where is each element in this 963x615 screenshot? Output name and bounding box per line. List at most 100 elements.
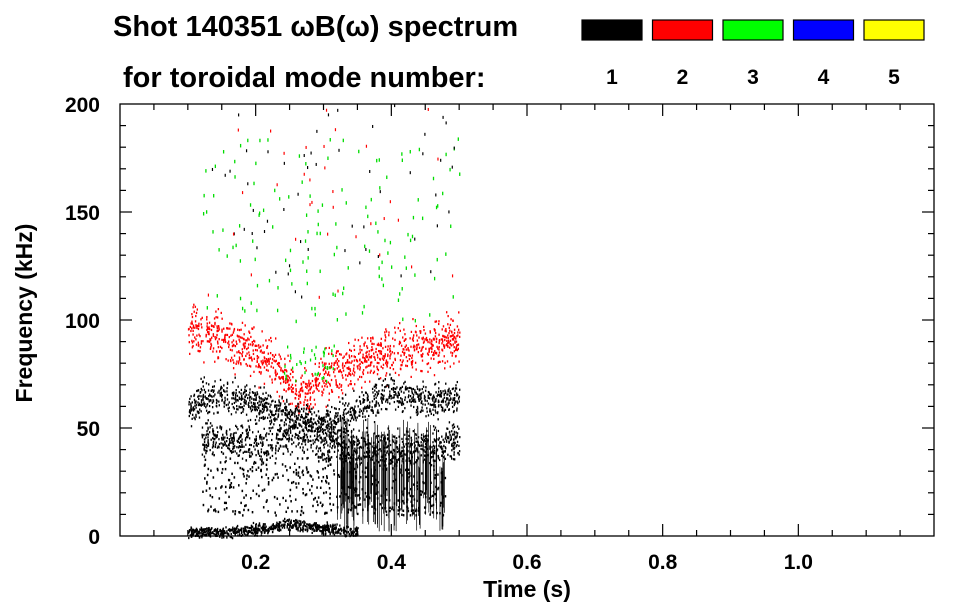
data-point	[229, 535, 232, 538]
data-point	[226, 531, 228, 534]
data-point	[272, 426, 274, 429]
data-point	[314, 453, 317, 456]
data-point	[270, 528, 272, 531]
data-point	[195, 311, 198, 315]
data-point	[299, 476, 301, 479]
data-point	[325, 424, 328, 427]
data-point	[243, 342, 245, 345]
data-point	[262, 415, 264, 419]
data-point	[207, 332, 210, 336]
data-point	[258, 213, 260, 217]
data-point	[223, 327, 225, 330]
data-point	[240, 328, 242, 331]
data-point	[295, 522, 297, 525]
data-point	[281, 395, 283, 399]
data-point	[247, 182, 249, 186]
data-point	[229, 483, 232, 487]
data-point	[210, 324, 213, 327]
data-point	[326, 423, 329, 426]
data-point	[241, 438, 243, 441]
data-point	[422, 385, 425, 388]
data-point	[196, 389, 198, 393]
data-point	[258, 364, 260, 368]
data-point	[289, 408, 292, 412]
data-point	[316, 526, 318, 529]
data-point	[232, 331, 235, 334]
data-point	[240, 435, 242, 439]
data-point	[248, 351, 250, 354]
data-point	[432, 399, 434, 402]
data-point	[244, 390, 246, 394]
data-point	[314, 403, 316, 406]
data-point	[240, 388, 243, 392]
data-point	[271, 381, 274, 384]
data-point	[388, 453, 390, 456]
data-point	[323, 373, 326, 376]
data-point	[260, 469, 262, 472]
data-point	[401, 490, 403, 493]
data-point	[297, 192, 299, 196]
data-point	[410, 463, 413, 466]
data-point	[449, 390, 451, 393]
data-point	[323, 362, 326, 365]
data-point	[449, 433, 451, 436]
data-point	[216, 435, 218, 438]
data-point	[245, 393, 247, 396]
data-point	[324, 370, 327, 373]
data-point	[320, 530, 322, 533]
data-point	[377, 461, 380, 464]
data-point	[302, 530, 304, 533]
data-point	[326, 511, 328, 515]
data-point	[206, 306, 208, 310]
data-point	[240, 501, 242, 505]
data-point	[327, 409, 329, 413]
data-point	[384, 331, 386, 334]
data-point	[224, 491, 227, 494]
data-point	[311, 379, 314, 383]
data-point	[400, 354, 402, 357]
data-point	[310, 443, 312, 447]
data-point	[406, 500, 408, 504]
data-point	[215, 336, 218, 339]
data-point	[349, 410, 352, 414]
data-point	[367, 406, 369, 409]
data-point	[302, 525, 304, 528]
data-point	[368, 350, 370, 353]
data-point	[307, 470, 310, 474]
data-point	[251, 232, 253, 236]
data-point	[372, 124, 374, 128]
data-point	[256, 354, 259, 358]
data-point	[371, 505, 373, 508]
data-point	[302, 527, 305, 530]
data-point	[429, 445, 431, 448]
data-point	[244, 342, 247, 345]
data-point	[445, 440, 448, 443]
data-point	[457, 343, 459, 347]
data-point	[429, 410, 432, 413]
data-point	[250, 455, 252, 458]
data-point	[266, 432, 268, 435]
data-point	[412, 430, 415, 433]
data-point	[304, 385, 307, 388]
data-point	[415, 368, 417, 371]
data-point	[343, 417, 345, 420]
data-point	[346, 530, 348, 533]
data-point	[372, 451, 375, 454]
data-point	[292, 519, 295, 523]
data-point	[240, 433, 242, 437]
data-point	[366, 345, 368, 348]
data-point	[354, 411, 356, 415]
data-point	[295, 468, 298, 472]
data-point	[415, 508, 418, 511]
data-point	[382, 434, 384, 437]
data-point	[384, 353, 386, 356]
data-point	[349, 408, 351, 411]
data-point	[201, 316, 203, 319]
data-point	[232, 531, 235, 534]
data-point	[236, 394, 239, 397]
data-point	[380, 449, 382, 453]
data-point	[349, 441, 352, 444]
data-point	[343, 532, 345, 535]
data-point	[286, 398, 288, 401]
data-point	[268, 529, 270, 533]
